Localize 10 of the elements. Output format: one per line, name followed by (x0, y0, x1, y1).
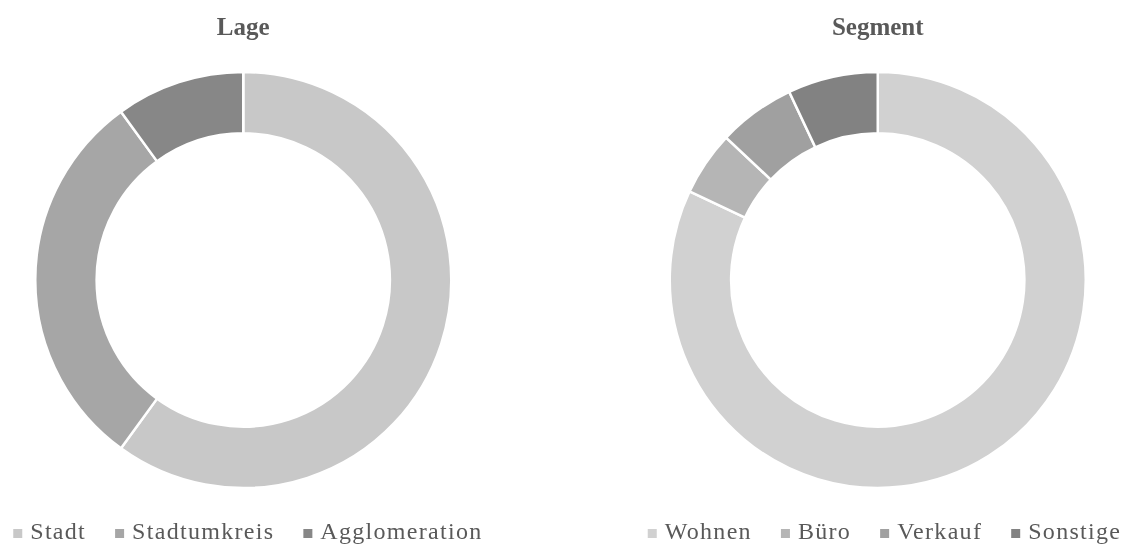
legend-label: Stadtumkreis (132, 518, 275, 544)
donut-slice (668, 70, 1087, 489)
legend-label: Sonstige (1028, 518, 1121, 544)
legend-label: Büro (797, 518, 852, 544)
legend-label: Stadt (30, 518, 87, 544)
chart-title: Lage (216, 13, 270, 40)
legend-label: Agglomeration (320, 518, 483, 544)
legend-label: Verkauf (897, 518, 983, 544)
chart-title: Segment (831, 13, 925, 40)
legend-label: Wohnen (664, 518, 752, 544)
